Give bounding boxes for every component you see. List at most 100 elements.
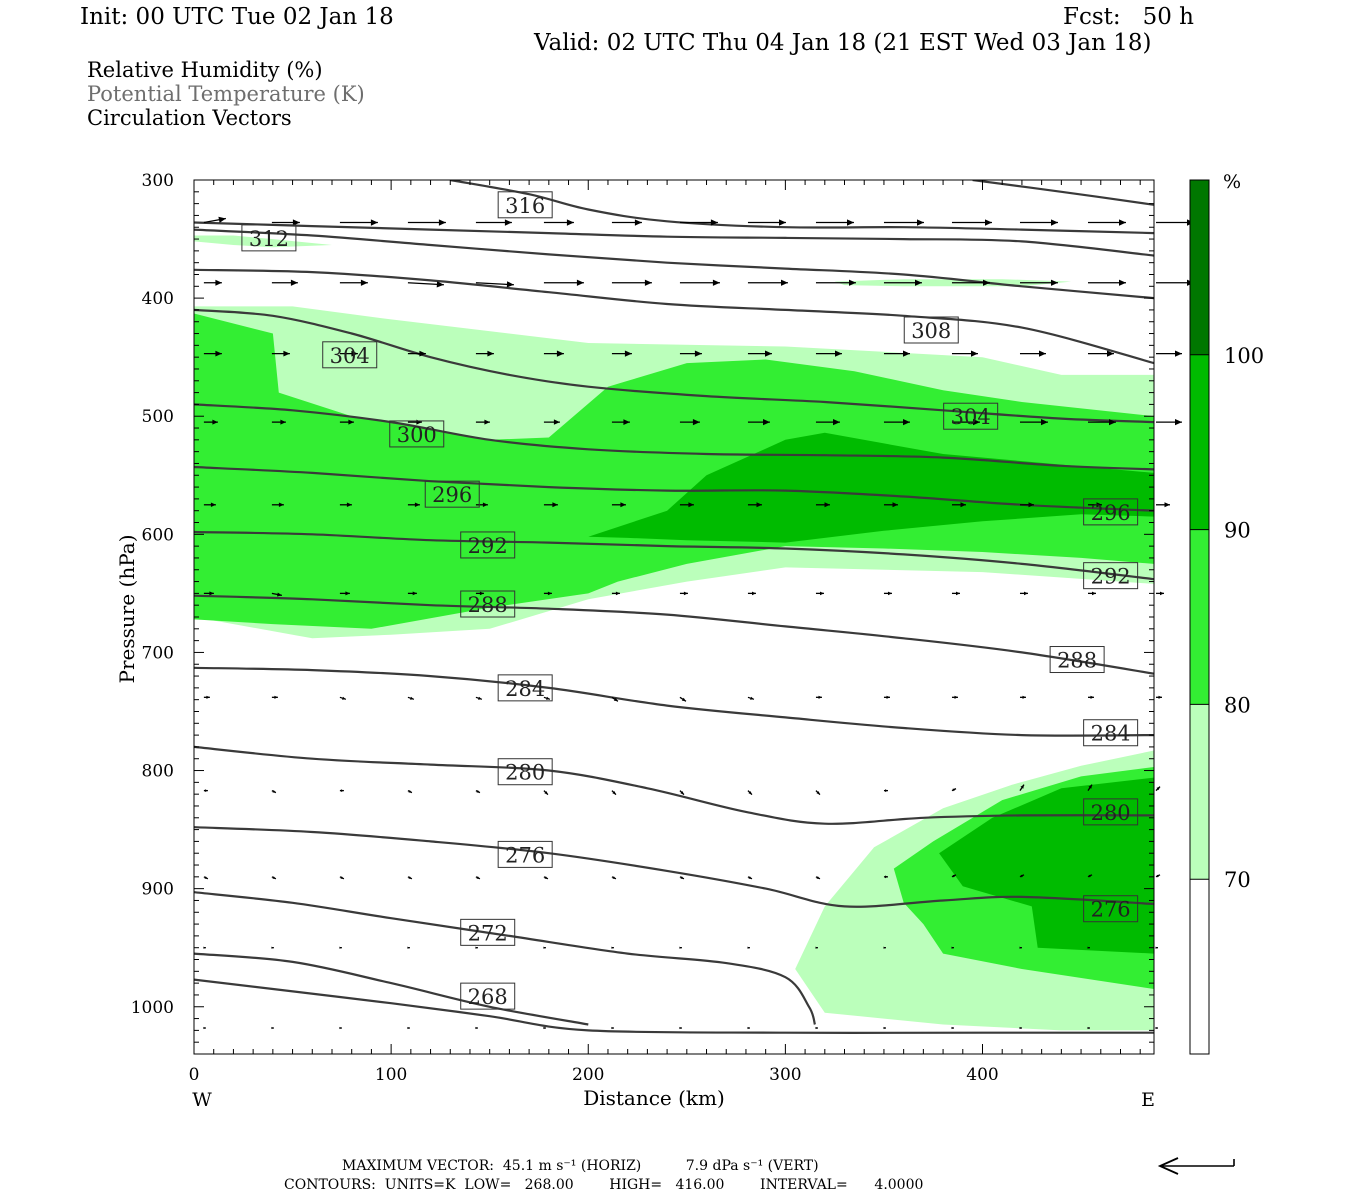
colorbar-label-100: 100 [1224, 344, 1264, 368]
circulation-vector-head [506, 281, 514, 288]
circulation-vector-head [883, 946, 886, 949]
circulation-vector-head [1107, 350, 1114, 357]
circulation-vector-head [212, 419, 218, 425]
circulation-vector-head [747, 1026, 750, 1030]
contour-label-box [1049, 646, 1105, 674]
circulation-vector-head [1020, 874, 1024, 878]
circulation-vector-head [613, 697, 618, 702]
circulation-vector-head [203, 946, 206, 949]
circulation-vector-head [553, 419, 560, 425]
init-time: Init: 00 UTC Tue 02 Jan 18 [80, 4, 394, 30]
circulation-vector-head [272, 876, 276, 879]
circulation-vector-head [547, 591, 552, 596]
circulation-vector-head [818, 695, 822, 699]
forecast-hour: Fcst: 50 h [1063, 4, 1194, 30]
field-rh-title: Relative Humidity (%) [87, 58, 323, 82]
circulation-vector-head [438, 219, 446, 226]
circulation-vector-head [277, 592, 282, 597]
circulation-vector-head [779, 219, 786, 226]
circulation-vector-head [973, 419, 980, 426]
circulation-vector-head [292, 219, 300, 226]
theta-contour-312 [194, 228, 1154, 300]
contour-label-296: 296 [1091, 501, 1131, 525]
circulation-vector-head [408, 876, 412, 879]
contour-label-272: 272 [468, 921, 508, 945]
circulation-vector-head [820, 591, 824, 596]
circulation-vector-head [412, 591, 417, 596]
colorbar-segment [1190, 529, 1209, 705]
circulation-vector-head [1087, 1026, 1090, 1030]
circulation-vector-head [419, 350, 426, 357]
circulation-vector-head [903, 419, 910, 426]
circulation-vector-head [847, 219, 854, 226]
contour-label-288: 288 [468, 593, 508, 617]
circulation-vector-head [680, 791, 684, 795]
circulation-vector-head [1175, 419, 1182, 426]
circulation-vector-head [747, 946, 750, 949]
colorbar-segment [1190, 704, 1209, 880]
theta-contour-316 [450, 180, 1154, 235]
contour-label-box [497, 758, 553, 786]
contour-label-box [322, 341, 378, 369]
circulation-vector-head [436, 281, 444, 288]
x-tick-label-200: 200 [572, 1065, 604, 1085]
circulation-vector-head [204, 789, 208, 792]
theta-contour-extra [194, 221, 1154, 257]
axes-layer: 300 400 500 600 700 800 900 1000 0 100 200 300 400 W E… [115, 171, 1155, 1111]
contour-label-308: 308 [911, 319, 951, 343]
theta-contour-272 [194, 891, 816, 1025]
circulation-vector-head [816, 791, 820, 795]
contour-label-296: 296 [432, 483, 472, 507]
circulation-vector-head [824, 502, 830, 508]
circulation-vector-head [407, 946, 410, 949]
circulation-vector-head [1155, 946, 1158, 949]
colorbar-segment [1190, 879, 1209, 1054]
contour-label-layer: 316 312 308 304 304 300 296 296 292 292 288 288 284 2… [241, 191, 1139, 1010]
circulation-vector-head [756, 502, 762, 508]
rh-region-90 [588, 432, 1154, 543]
circulation-vector-head [280, 419, 286, 425]
circulation-vector-head [475, 946, 478, 949]
circulation-vector-head [611, 1026, 614, 1030]
circulation-vector-head [552, 502, 558, 508]
contour-label-276: 276 [1091, 898, 1131, 922]
circulation-vector-head [210, 502, 216, 507]
circulation-vector-head [1087, 946, 1090, 949]
east-label: E [1141, 1089, 1155, 1111]
contour-label-box [460, 918, 516, 946]
circulation-vector-head [710, 219, 718, 226]
circulation-vector-head [476, 790, 480, 793]
circulation-vector-head [215, 350, 222, 357]
circulation-vector-head [815, 1026, 818, 1030]
circulation-vector-head [576, 279, 584, 286]
theta-contour-268 [194, 978, 1154, 1034]
circulation-vector-head [544, 876, 548, 879]
circulation-vector-head [1160, 591, 1164, 596]
contour-label-box [389, 420, 445, 448]
contour-label-box [1083, 895, 1139, 923]
circulation-vector-head [816, 876, 820, 879]
contour-label-300: 300 [397, 423, 437, 447]
theta-contour-extra [194, 952, 589, 1026]
circulation-vector-head [886, 695, 890, 699]
circulation-vector-head [1051, 219, 1058, 226]
circulation-vector-head [849, 279, 856, 286]
contour-label-292: 292 [468, 534, 508, 558]
circulation-vector-head [679, 946, 682, 949]
circulation-vector-head [218, 216, 226, 223]
contour-label-box [1083, 719, 1139, 747]
max-vector-text: MAXIMUM VECTOR: 45.1 m s⁻¹ (HORIZ) 7.9 d… [342, 1158, 819, 1174]
contour-label-284: 284 [1091, 722, 1131, 746]
contour-label-280: 280 [1091, 801, 1131, 825]
contour-label-284: 284 [505, 677, 545, 701]
circulation-vector-head [1019, 946, 1022, 949]
circulation-vector-head [835, 350, 842, 357]
y-axis-title: Pressure (hPa) [115, 535, 139, 684]
circulation-vector-head [956, 591, 960, 596]
circulation-vector-head [1039, 350, 1046, 357]
circulation-vector-head [348, 419, 354, 425]
circulation-vector-head [620, 502, 626, 508]
circulation-vector-head [1119, 279, 1126, 286]
circulation-vector-head [951, 946, 954, 949]
